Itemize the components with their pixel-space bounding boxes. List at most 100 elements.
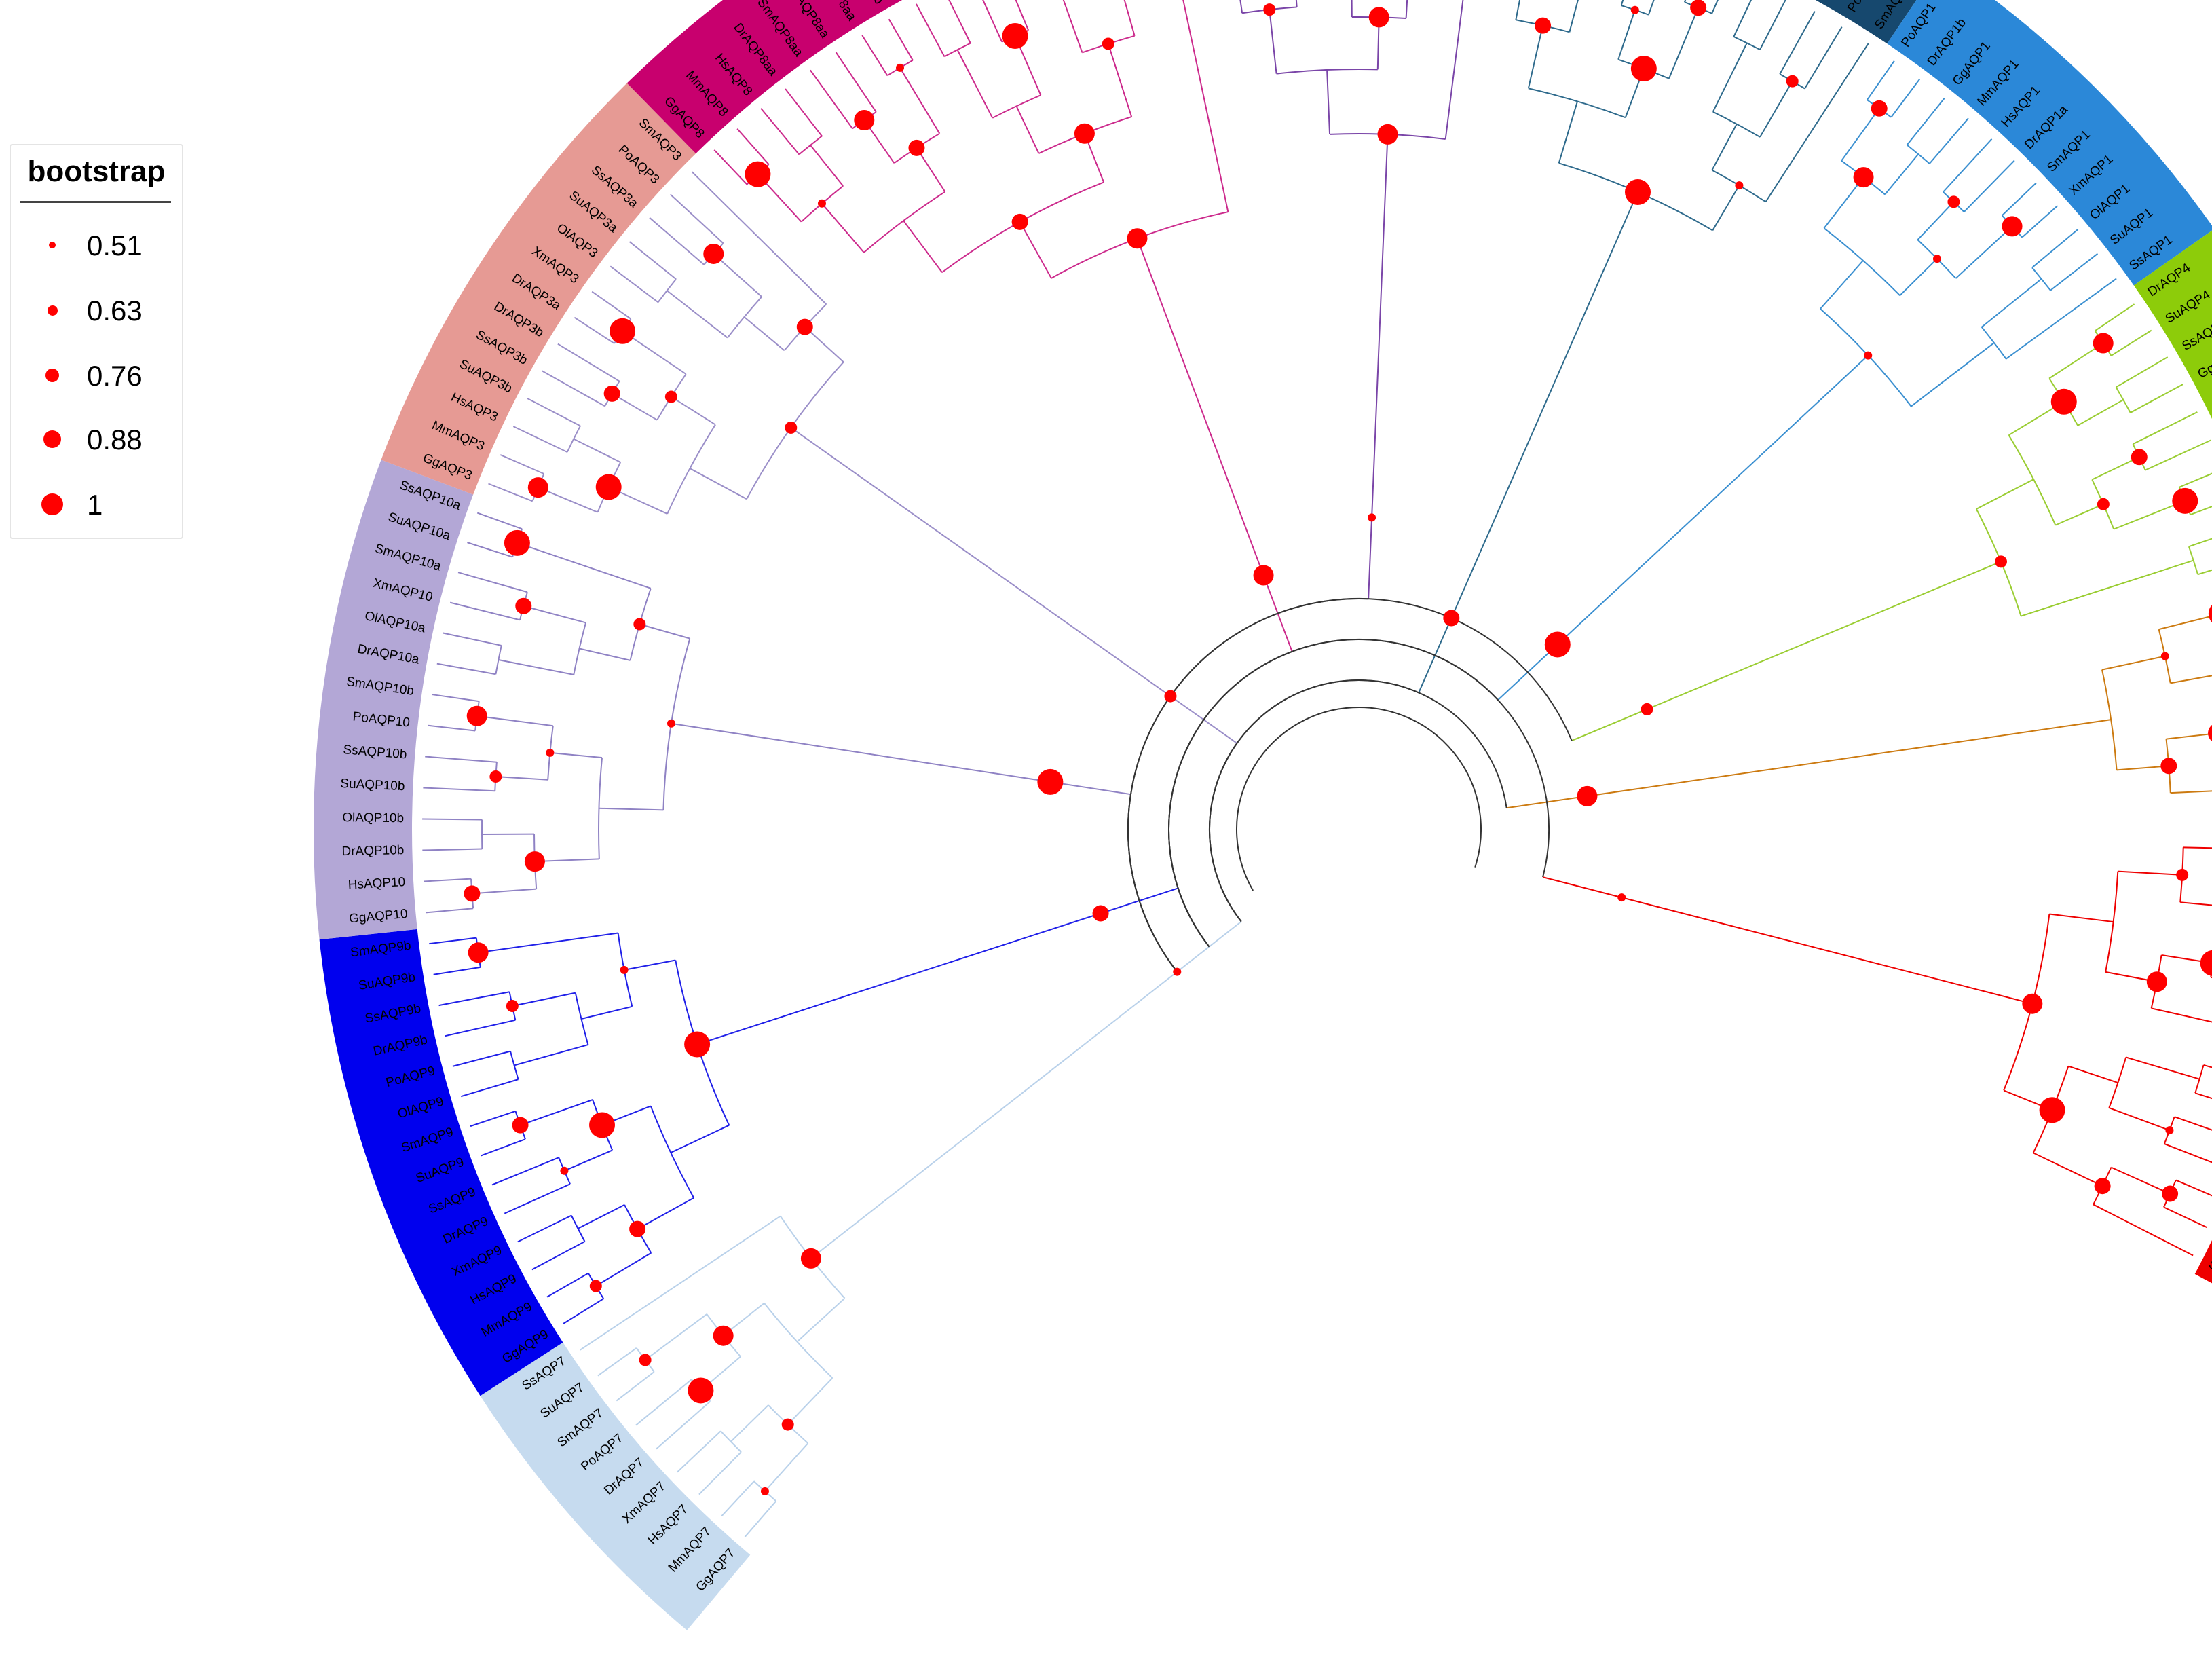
branch (2021, 205, 2059, 238)
branch (2068, 1065, 2118, 1083)
branch (500, 454, 544, 474)
branch (691, 171, 827, 305)
branch (787, 1377, 833, 1425)
clade-band-aqp4 (2133, 230, 2212, 420)
bootstrap-node (1164, 690, 1177, 703)
branch (743, 316, 785, 352)
branch (1444, 0, 1464, 140)
branch (1558, 101, 1579, 164)
bootstrap-node (1630, 56, 1657, 82)
branch (1127, 597, 1573, 973)
branch (428, 724, 476, 732)
branch (2008, 434, 2057, 526)
bootstrap-node (2160, 652, 2169, 660)
branch (2116, 356, 2169, 388)
branch (1019, 221, 1052, 279)
bootstrap-node (1443, 610, 1460, 627)
branch (698, 1451, 742, 1495)
branch (1823, 227, 1900, 296)
branch (476, 512, 523, 530)
branch (1899, 258, 1938, 296)
branch (1527, 25, 1543, 89)
branch (2001, 182, 2037, 217)
clade-band-aqp1 (1887, 0, 2212, 286)
branch (2210, 966, 2212, 977)
branch (1712, 42, 1748, 113)
branch (425, 756, 497, 763)
branch (2101, 655, 2166, 671)
legend-divider (20, 201, 171, 203)
bootstrap-node (854, 109, 875, 130)
branch (899, 67, 941, 134)
branch (727, 296, 762, 339)
branch (2145, 439, 2211, 471)
branch (534, 858, 599, 863)
legend-item: 0.51 (11, 225, 182, 266)
branch (1326, 69, 1331, 134)
bootstrap-node (1535, 17, 1552, 34)
legend-dot (48, 305, 58, 316)
bootstrap-node (745, 161, 771, 187)
branch (903, 220, 943, 273)
clade-rings (313, 0, 2212, 1630)
branch (730, 1404, 769, 1442)
branch (1911, 342, 1995, 407)
branch (1239, 0, 1243, 14)
branch (504, 1183, 571, 1214)
bootstrap-node (1932, 255, 1941, 263)
branch (721, 1480, 755, 1517)
branch (517, 1214, 572, 1243)
branch (467, 542, 513, 558)
branch (523, 605, 586, 624)
branch (2170, 790, 2212, 794)
bootstrap-node (817, 199, 826, 208)
branch (645, 1313, 707, 1361)
branch (821, 203, 865, 253)
clade-band-aqp11 (1815, 0, 1917, 44)
bootstrap-node (1786, 75, 1799, 88)
bootstrap-node (1641, 703, 1653, 715)
branch (2130, 384, 2183, 413)
branch (595, 1252, 652, 1287)
branch (1779, 11, 1816, 75)
branch (457, 572, 528, 593)
branch (796, 1297, 846, 1343)
branch (670, 1124, 730, 1153)
branch (785, 88, 823, 137)
bootstrap-node (506, 1000, 519, 1013)
branch (563, 1298, 604, 1324)
legend-item: 1 (11, 485, 182, 525)
branch (1765, 43, 1869, 202)
bootstrap-node (1994, 555, 2007, 568)
legend-label: 0.88 (87, 424, 143, 455)
bootstrap-node (1735, 181, 1744, 190)
branch (429, 937, 476, 945)
branch (579, 648, 631, 661)
branch (1841, 108, 1880, 162)
branch (557, 343, 620, 382)
clade-band-aqp7 (480, 1342, 751, 1630)
legend-item: 0.76 (11, 356, 182, 396)
bootstrap-node (512, 1117, 529, 1134)
bootstrap-nodes (464, 0, 2212, 1495)
bootstrap-node (1037, 768, 1064, 795)
branch (564, 1149, 613, 1172)
branch (512, 426, 568, 453)
bootstrap-legend: bootstrap 0.51 0.63 0.76 0.88 1 (10, 144, 183, 539)
branch (1127, 794, 1178, 973)
branch (1733, 0, 1752, 37)
branch (713, 149, 748, 185)
branch (1647, 0, 1655, 15)
bootstrap-node (1092, 905, 1109, 922)
branch (1168, 639, 1550, 948)
branch (2188, 538, 2212, 548)
branch (2048, 342, 2104, 379)
leaf-labels: GgAQP7MmAQP7HsAQP7XmAQP7DrAQP7PoAQP7SmAQ… (340, 0, 2212, 1595)
branch (1804, 26, 1843, 89)
bootstrap-node (633, 618, 646, 631)
bootstrap-node (1864, 351, 1873, 360)
branch (736, 128, 770, 165)
branch (514, 1044, 588, 1066)
bootstrap-node (1263, 3, 1276, 16)
branch (1759, 0, 1786, 50)
